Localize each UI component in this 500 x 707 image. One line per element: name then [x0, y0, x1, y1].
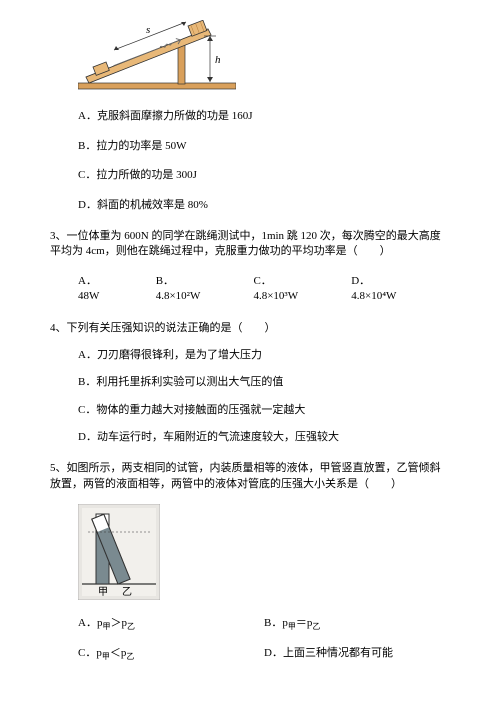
q4-option-d: D．动车运行时，车厢附近的气流速度较大，压强较大	[78, 430, 450, 445]
q4-stem: 4、下列有关压强知识的说法正确的是（ ）	[50, 321, 450, 336]
q5-b-pre: B．p	[264, 617, 288, 629]
q5-stem: 5、如图所示，两支相同的试管，内装质量相等的液体，甲管竖直放置，乙管倾斜放置，两…	[50, 461, 450, 492]
q5-option-c: C．p甲＜p乙	[78, 646, 264, 662]
sub-jia-2: 甲	[288, 622, 296, 631]
q4-option-b: B．利用托里拆利实验可以测出大气压的值	[78, 375, 450, 390]
q3-option-c: C．4.8×10³W	[253, 274, 309, 305]
q5-a-post: ＞p	[110, 617, 127, 629]
q3-option-d: D．4.8×10⁴W	[351, 274, 408, 305]
q4-option-a: A．刀刃磨得很锋利，是为了增大压力	[78, 348, 450, 363]
sub-yi-3: 乙	[126, 652, 134, 661]
q4-option-c: C．物体的重力越大对接触面的压强就一定越大	[78, 403, 450, 418]
sub-jia-3: 甲	[102, 652, 110, 661]
q2-option-d: D．斜面的机械效率是 80%	[78, 198, 450, 213]
q3-stem: 3、一位体重为 600N 的同学在跳绳测试中，1min 跳 120 次，每次腾空…	[50, 229, 450, 260]
q5-option-d: D．上面三种情况都有可能	[264, 646, 450, 662]
sub-yi-2: 乙	[312, 622, 320, 631]
q3-option-a: A．48W	[78, 274, 114, 305]
inclined-plane-figure: s h	[78, 20, 450, 95]
sub-yi: 乙	[127, 622, 135, 631]
q2-option-a: A．克服斜面摩擦力所做的功是 160J	[78, 109, 450, 124]
q5-b-post: ＝p	[296, 617, 313, 629]
test-tube-figure: 甲 乙	[78, 504, 450, 605]
label-s: s	[146, 24, 150, 36]
q5-c-post: ＜p	[110, 647, 127, 659]
q5-options: A．p甲＞p乙 B．p甲＝p乙 C．p甲＜p乙 D．上面三种情况都有可能	[78, 616, 450, 677]
q2-option-b: B．拉力的功率是 50W	[78, 139, 450, 154]
q3-option-b: B．4.8×10²W	[156, 274, 212, 305]
label-yi: 乙	[122, 586, 132, 598]
q2-option-c: C．拉力所做的功是 300J	[78, 168, 450, 183]
label-jia: 甲	[98, 587, 108, 598]
q5-c-pre: C．p	[78, 647, 102, 659]
q5-option-b: B．p甲＝p乙	[264, 616, 450, 632]
label-h: h	[215, 54, 221, 66]
q5-option-a: A．p甲＞p乙	[78, 616, 264, 632]
q3-options: A．48W B．4.8×10²W C．4.8×10³W D．4.8×10⁴W	[78, 274, 450, 305]
q5-a-pre: A．p	[78, 617, 102, 629]
